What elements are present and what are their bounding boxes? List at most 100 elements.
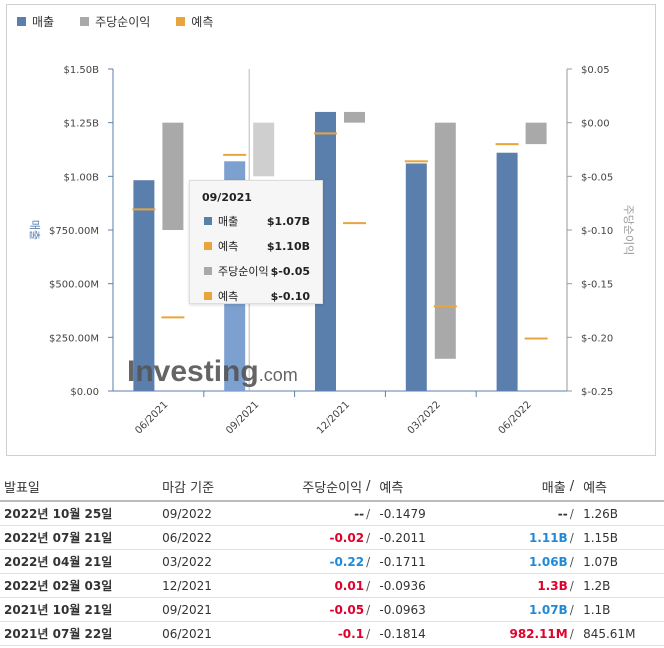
tooltip-value: $-0.10 xyxy=(270,289,310,303)
table-row: 2022년 04월 21일 03/2022 -0.22/-0.1711 1.06B/1… xyxy=(0,549,664,574)
row-period: 09/2022 xyxy=(158,501,287,526)
row-eps: -0.05 xyxy=(286,597,367,622)
tooltip-label: 예측 xyxy=(218,240,239,253)
row-slash: / xyxy=(569,621,580,646)
legend-forecast[interactable]: 예측 xyxy=(176,13,213,30)
row-slash: / xyxy=(569,573,580,598)
chart-plot: $1.50B $1.25B $1.00B $750.00M $500.00M $250.0… xyxy=(28,65,635,436)
y-tick-right: $-0.15 xyxy=(581,280,613,291)
x-tick-label: 06/2022 xyxy=(497,399,534,436)
revenue-bar xyxy=(133,180,155,391)
row-revenue-forecast: 1.1B xyxy=(579,597,664,622)
legend-eps-swatch xyxy=(80,17,90,26)
x-tick-label: 06/2021 xyxy=(133,399,170,436)
eps-forecast-mark xyxy=(161,316,185,319)
x-tick-label: 12/2021 xyxy=(315,399,352,436)
row-date: 2021년 10월 21일 xyxy=(0,597,159,622)
tooltip-value: $1.07B xyxy=(266,214,310,228)
y-tick-left: $1.00B xyxy=(64,172,100,183)
table-row: 2021년 10월 21일 09/2021 -0.05/-0.0963 1.07B/1… xyxy=(0,597,664,622)
watermark-brand: Investing xyxy=(127,355,259,388)
legend-revenue-label: 매출 xyxy=(32,15,55,29)
row-revenue-forecast: 1.26B xyxy=(579,501,664,526)
earnings-table: 발표일 마감 기준 주당순이익 / 예측 매출 / 예측 2022년 10월 2… xyxy=(0,472,664,646)
col-period[interactable]: 마감 기준 xyxy=(158,472,287,502)
legend-revenue-swatch xyxy=(17,17,26,26)
row-slash: / xyxy=(569,501,580,526)
row-eps: -0.22 xyxy=(286,549,367,574)
tooltip-label: 예측 xyxy=(218,290,239,303)
row-revenue: 1.07B xyxy=(490,597,570,622)
row-eps-forecast: -0.1711 xyxy=(375,549,491,574)
row-period: 12/2021 xyxy=(158,573,287,598)
y-tick-right: $-0.20 xyxy=(581,333,613,344)
row-date: 2021년 07월 22일 xyxy=(0,621,159,646)
row-revenue: 1.3B xyxy=(490,573,570,598)
tooltip-row-eps: 주당순이익 $-0.05 xyxy=(204,263,310,279)
eps-forecast-mark xyxy=(343,222,366,225)
col-eps[interactable]: 주당순이익 xyxy=(286,472,367,502)
row-date: 2022년 04월 21일 xyxy=(0,549,159,574)
eps-forecast-mark xyxy=(524,337,548,340)
tooltip-row-eps-forecast: 예측 $-0.10 xyxy=(204,288,310,304)
eps-bar xyxy=(525,122,547,145)
tooltip-swatch xyxy=(204,242,212,250)
row-slash: / xyxy=(569,549,580,574)
chart-legend: 매출 주당순이익 예측 xyxy=(17,13,213,30)
legend-forecast-swatch xyxy=(176,17,186,26)
row-revenue-forecast: 1.2B xyxy=(579,573,664,598)
col-eps-forecast[interactable]: 예측 xyxy=(375,472,491,502)
x-tick-label: 09/2021 xyxy=(224,399,261,436)
y-tick-right: $-0.05 xyxy=(581,172,613,183)
tooltip-label: 주당순이익 xyxy=(218,265,269,278)
row-date: 2022년 10월 25일 xyxy=(0,501,159,526)
legend-eps[interactable]: 주당순이익 xyxy=(80,13,150,30)
col-date[interactable]: 발표일 xyxy=(0,472,159,502)
row-period: 09/2021 xyxy=(158,597,287,622)
watermark-suffix: .com xyxy=(258,365,298,385)
row-revenue: 982.11M xyxy=(490,621,570,646)
row-eps-forecast: -0.1814 xyxy=(375,621,491,646)
row-slash: / xyxy=(366,501,376,526)
table-row: 2021년 07월 22일 06/2021 -0.1/-0.1814 982.11M /… xyxy=(0,621,664,646)
tooltip-swatch xyxy=(204,217,212,225)
y-tick-left: $250.00M xyxy=(49,333,99,344)
eps-forecast-mark xyxy=(433,305,457,308)
row-eps: -0.1 xyxy=(286,621,367,646)
earnings-chart: 매출 주당순이익 예측 $1.50B $1.25B $1.00B $750.00M $5… xyxy=(6,4,656,456)
row-revenue-forecast: 1.15B xyxy=(579,525,664,550)
row-eps: 0.01 xyxy=(286,573,367,598)
row-eps-forecast: -0.0963 xyxy=(375,597,491,622)
table-row: 2022년 02월 03일 12/2021 0.01/-0.0936 1.3B/1.2… xyxy=(0,573,664,598)
y-tick-right: $0.00 xyxy=(581,119,610,130)
tooltip-value: $-0.05 xyxy=(270,264,310,278)
y-tick-left: $500.00M xyxy=(49,280,99,291)
eps-bar xyxy=(253,122,275,177)
y-tick-left: $1.25B xyxy=(64,119,100,130)
tooltip-row-revenue: 매출 $1.07B xyxy=(204,213,310,229)
col-revenue[interactable]: 매출 xyxy=(490,472,570,502)
tooltip-row-revenue-forecast: 예측 $1.10B xyxy=(204,238,310,254)
legend-forecast-label: 예측 xyxy=(191,15,214,29)
row-slash: / xyxy=(366,621,376,646)
eps-bar xyxy=(434,122,456,359)
row-eps-forecast: -0.2011 xyxy=(375,525,491,550)
row-eps: -0.02 xyxy=(286,525,367,550)
y-tick-right: $-0.25 xyxy=(581,387,613,398)
tooltip-swatch xyxy=(204,267,212,275)
row-revenue-forecast: 845.61M xyxy=(579,621,664,646)
row-eps-forecast: -0.1479 xyxy=(375,501,491,526)
legend-revenue[interactable]: 매출 xyxy=(17,13,54,30)
eps-bar xyxy=(162,122,184,230)
row-date: 2022년 02월 03일 xyxy=(0,573,159,598)
row-slash: / xyxy=(366,549,376,574)
tooltip-value: $1.10B xyxy=(266,239,310,253)
revenue-forecast-mark xyxy=(132,208,156,211)
table-row: 2022년 10월 25일 09/2022 -- / -0.1479 --/1.26B xyxy=(0,501,664,526)
table-row: 2022년 07월 21일 06/2022 -0.02/-0.2011 1.11B/1… xyxy=(0,525,664,550)
y-tick-right: $0.05 xyxy=(581,65,610,76)
row-date: 2022년 07월 21일 xyxy=(0,525,159,550)
eps-bar xyxy=(344,111,365,123)
row-slash: / xyxy=(366,573,376,598)
col-revenue-forecast[interactable]: 예측 xyxy=(579,472,664,502)
